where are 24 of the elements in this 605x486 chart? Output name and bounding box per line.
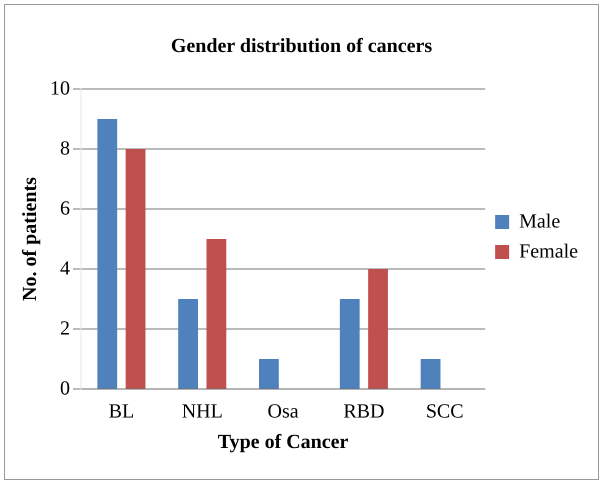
bar <box>340 299 360 388</box>
bar <box>259 359 279 388</box>
y-tick-label: 8 <box>60 137 70 160</box>
legend-label: Male <box>519 210 560 232</box>
y-tick-label: 10 <box>50 77 70 100</box>
y-tick-label: 0 <box>60 377 70 400</box>
bar <box>97 119 118 388</box>
bar <box>420 359 440 388</box>
y-axis-title: No. of patients <box>19 176 42 301</box>
x-axis-title: Type of Cancer <box>218 431 349 454</box>
bar <box>368 269 388 388</box>
x-tick-label: BL <box>108 400 134 422</box>
bar <box>126 149 146 388</box>
y-tick-label: 4 <box>60 257 70 280</box>
chart-title: Gender distribution of cancers <box>170 35 432 58</box>
y-tick-label: 6 <box>60 197 70 220</box>
bar <box>178 299 198 388</box>
x-tick-label: Osa <box>268 400 299 422</box>
y-tick-label: 2 <box>60 317 70 340</box>
legend-label: Female <box>519 240 578 262</box>
bar <box>206 239 226 388</box>
x-tick-label: SCC <box>426 400 464 422</box>
x-tick-label: NHL <box>182 400 223 422</box>
x-tick-label: RBD <box>343 400 384 422</box>
